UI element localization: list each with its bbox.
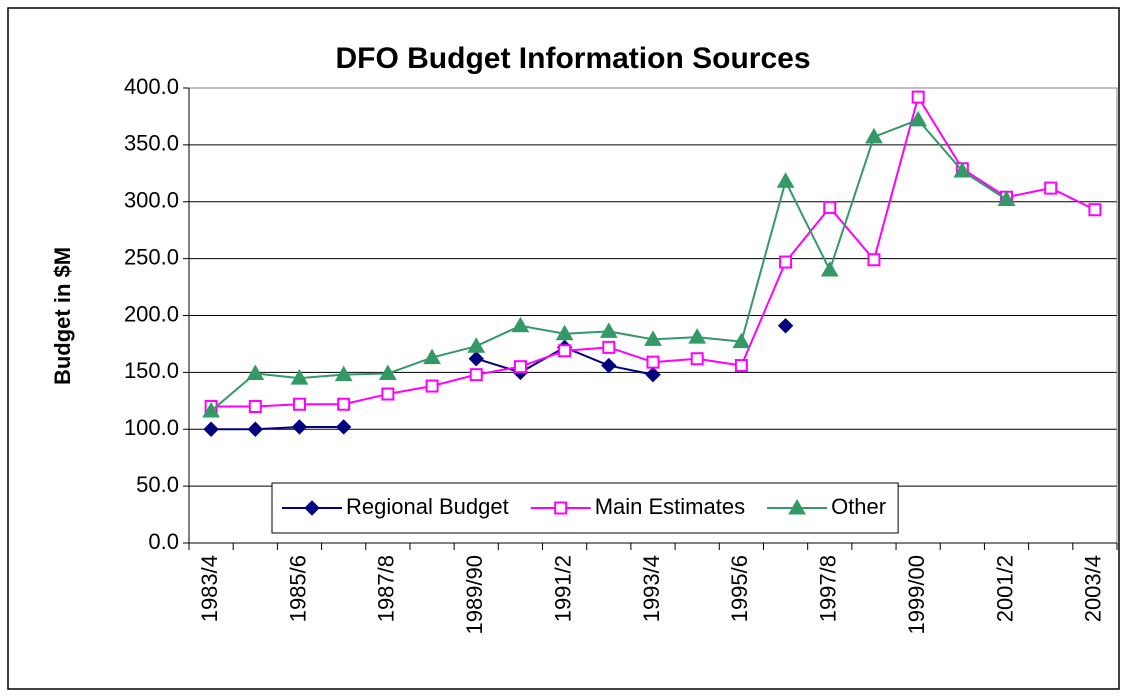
marker	[690, 352, 704, 366]
marker	[202, 402, 220, 418]
marker	[423, 348, 441, 365]
marker	[777, 318, 794, 334]
marker	[513, 360, 527, 374]
x-tick-label: 2001/2	[992, 555, 1017, 622]
x-tick-label: 1991/2	[550, 555, 575, 622]
x-tick-label: 1987/8	[374, 555, 399, 622]
marker	[378, 364, 397, 381]
marker	[1044, 181, 1058, 195]
marker	[292, 397, 306, 411]
marker	[558, 344, 572, 358]
marker	[554, 501, 568, 515]
marker	[953, 162, 972, 178]
y-tick-label: 50.0	[136, 472, 179, 497]
legend-label: Regional Budget	[346, 494, 509, 519]
marker	[909, 110, 928, 127]
legend: Regional Budget Main Estimates Other	[271, 482, 899, 534]
marker	[511, 316, 530, 333]
marker	[823, 200, 837, 214]
legend-label: Main Estimates	[595, 494, 745, 519]
marker	[911, 90, 925, 104]
marker	[468, 351, 484, 367]
x-tick-label: 1999/00	[904, 555, 929, 635]
marker	[599, 322, 618, 338]
marker	[381, 387, 395, 401]
y-tick-label: 100.0	[124, 415, 179, 440]
marker	[646, 355, 660, 369]
marker	[732, 332, 751, 349]
x-tick-label: 2003/4	[1081, 555, 1106, 622]
marker	[469, 368, 483, 382]
marker	[867, 253, 881, 267]
legend-label: Other	[831, 494, 886, 519]
marker	[337, 397, 351, 411]
marker	[997, 190, 1016, 206]
marker	[246, 364, 265, 381]
marker	[334, 365, 353, 382]
x-tick-label: 1985/6	[285, 555, 310, 622]
marker	[820, 260, 839, 277]
x-tick-label: 1993/4	[639, 555, 664, 622]
marker	[601, 357, 617, 374]
y-tick-label: 400.0	[124, 74, 179, 99]
y-tick-label: 150.0	[124, 358, 179, 383]
marker	[467, 337, 486, 353]
marker	[247, 421, 263, 437]
y-tick-label: 300.0	[124, 188, 179, 213]
marker	[734, 359, 748, 373]
x-tick-label: 1997/8	[816, 555, 841, 622]
marker	[291, 419, 308, 435]
marker	[788, 498, 806, 515]
marker	[555, 324, 574, 341]
marker	[645, 366, 661, 383]
marker	[248, 400, 262, 413]
marker	[203, 421, 219, 437]
y-tick-label: 250.0	[124, 244, 179, 269]
x-tick-label: 1995/6	[727, 555, 752, 622]
marker	[865, 127, 883, 144]
marker	[304, 500, 320, 516]
y-tick-label: 200.0	[124, 301, 179, 326]
y-axis-label: Budget in $M	[50, 247, 75, 385]
y-tick-label: 0.0	[148, 529, 179, 554]
marker	[1088, 203, 1102, 217]
y-tick-label: 350.0	[124, 131, 179, 156]
marker	[644, 330, 662, 346]
marker	[290, 369, 309, 385]
x-tick-label: 1983/4	[197, 555, 222, 622]
marker	[688, 328, 707, 344]
marker	[779, 255, 793, 269]
marker	[335, 419, 352, 435]
chart-title: DFO Budget Information Sources	[335, 42, 810, 75]
marker	[776, 172, 795, 188]
marker	[602, 340, 616, 354]
x-tick-label: 1989/90	[462, 555, 487, 635]
marker	[425, 379, 439, 393]
